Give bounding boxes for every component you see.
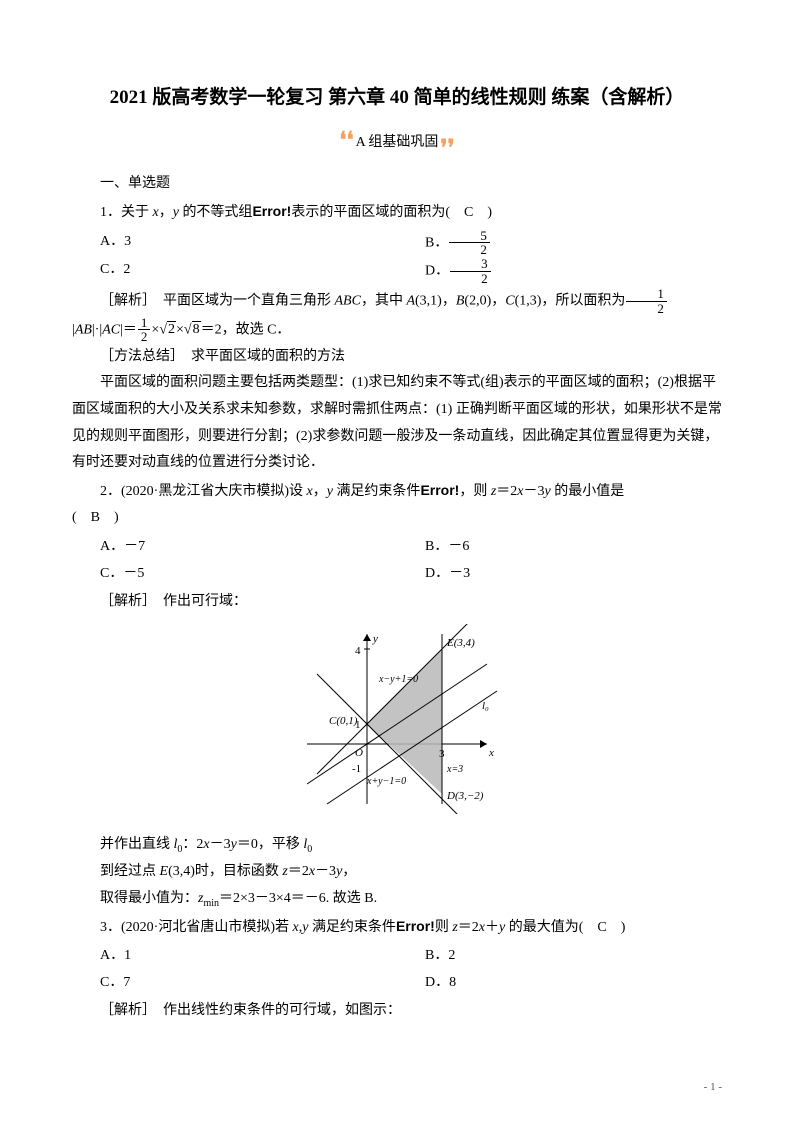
q3-solution: ［解析］ 作出线性约束条件的可行域，如图示： — [72, 998, 722, 1025]
q2-optC: C．－5 — [72, 561, 397, 588]
q3-optA: A．1 — [72, 943, 397, 970]
svg-text:4: 4 — [355, 645, 361, 657]
q1-solution-1: ［解析］ 平面区域为一个直角三角形 ABC，其中 A(3,1)，B(2,0)，C… — [72, 287, 722, 315]
q1-method-body: 平面区域的面积问题主要包括两类题型：(1)求已知约束不等式(组)表示的平面区域的… — [72, 370, 722, 476]
page-content: 2021 版高考数学一轮复习 第六章 40 简单的线性规则 练案（含解析） ❛❛… — [0, 0, 794, 1065]
q1-solution-2: |AB|·|AC|＝12×√2×√8＝2，故选 C． — [72, 316, 722, 344]
section-badge: ❛❛ A 组基础巩固 ❜❜ — [72, 130, 722, 161]
q2-stem: 2．(2020·黑龙江省大庆市模拟)设 x，y 满足约束条件Error!，则 z… — [72, 477, 722, 506]
heading-single-choice: 一、单选题 — [72, 171, 722, 198]
q1-optB: B．52 — [397, 229, 722, 257]
q1-method-head: ［方法总结］ 求平面区域的面积的方法 — [72, 344, 722, 371]
q1-optA: A．3 — [72, 229, 397, 257]
section-label: A 组基础巩固 — [356, 130, 439, 157]
svg-text:-1: -1 — [352, 763, 361, 775]
q2-optD: D．－3 — [397, 561, 722, 588]
svg-text:x: x — [488, 747, 494, 759]
q3-options: A．1 B．2 C．7 D．8 — [72, 943, 722, 996]
q2-solution-head: ［解析］ 作出可行域： — [72, 589, 722, 616]
page-number: - 1 - — [704, 1081, 722, 1093]
quote-left-icon: ❛❛ — [339, 134, 353, 145]
svg-text:x=3: x=3 — [446, 764, 463, 775]
q1-optC: C．2 — [72, 257, 397, 285]
document-title: 2021 版高考数学一轮复习 第六章 40 简单的线性规则 练案（含解析） — [72, 80, 722, 116]
svg-text:y: y — [372, 633, 378, 645]
q3-optD: D．8 — [397, 970, 722, 997]
svg-text:l₀: l₀ — [482, 700, 489, 712]
quote-right-icon: ❜❜ — [440, 142, 454, 153]
svg-text:x−y+1=0: x−y+1=0 — [378, 674, 418, 685]
q1-optD: D．32 — [397, 257, 722, 285]
svg-text:O: O — [355, 747, 363, 759]
svg-text:x+y−1=0: x+y−1=0 — [366, 776, 406, 787]
svg-text:E(3,4): E(3,4) — [446, 637, 475, 649]
q2-line2: 到经过点 E(3,4)时，目标函数 z＝2x－3y， — [72, 859, 722, 886]
q3-optB: B．2 — [397, 943, 722, 970]
q1-options: A．3 B．52 C．2 D．32 — [72, 229, 722, 286]
q2-answer: ( B ) — [72, 505, 722, 532]
q2-optB: B．－6 — [397, 534, 722, 561]
q2-line1: 并作出直线 l0：2x－3y＝0，平移 l0 — [72, 832, 722, 859]
q3-stem: 3．(2020·河北省唐山市模拟)若 x,y 满足约束条件Error!则 z＝2… — [72, 913, 722, 942]
q1-stem: 1．关于 x，y 的不等式组Error!表示的平面区域的面积为( C ) — [72, 198, 722, 227]
svg-text:D(3,−2): D(3,−2) — [446, 790, 484, 802]
q2-optA: A．－7 — [72, 534, 397, 561]
q2-line3: 取得最小值为：zmin＝2×3－3×4＝－6. 故选 B. — [72, 886, 722, 913]
svg-text:3: 3 — [439, 748, 445, 760]
feasible-region-diagram: O 3 x y 4 1 -1 E(3,4) x−y+1=0 C(0,1) x+y… — [72, 624, 722, 825]
svg-text:C(0,1): C(0,1) — [329, 715, 358, 727]
q2-options: A．－7 B．－6 C．－5 D．－3 — [72, 534, 722, 587]
q3-optC: C．7 — [72, 970, 397, 997]
